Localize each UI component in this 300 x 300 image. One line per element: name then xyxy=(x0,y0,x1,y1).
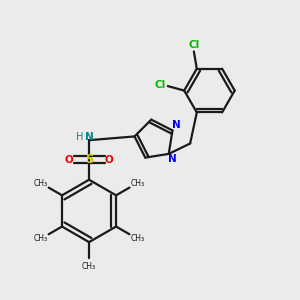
Text: Cl: Cl xyxy=(155,80,166,90)
Text: O: O xyxy=(105,154,114,164)
Text: CH₃: CH₃ xyxy=(34,178,48,188)
Text: O: O xyxy=(64,154,73,164)
Text: CH₃: CH₃ xyxy=(130,234,144,243)
Text: CH₃: CH₃ xyxy=(82,262,96,271)
Text: N: N xyxy=(168,154,177,164)
Text: N: N xyxy=(172,120,180,130)
Text: S: S xyxy=(85,153,93,166)
Text: CH₃: CH₃ xyxy=(34,234,48,243)
Text: H: H xyxy=(76,132,84,142)
Text: Cl: Cl xyxy=(189,40,200,50)
Text: N: N xyxy=(85,132,93,142)
Text: CH₃: CH₃ xyxy=(130,178,144,188)
